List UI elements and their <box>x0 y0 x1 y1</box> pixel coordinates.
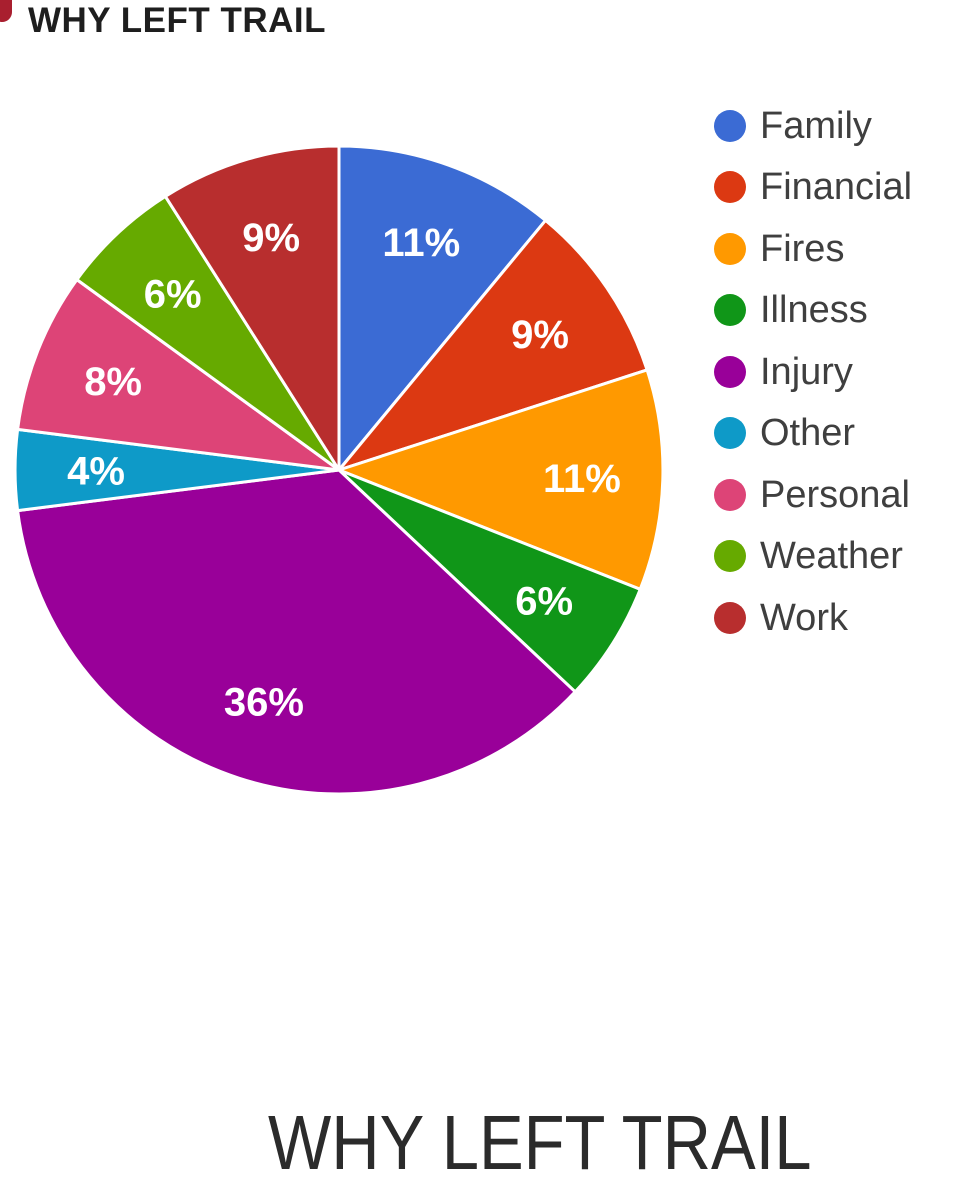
pie-slice-injury[interactable] <box>16 468 577 796</box>
legend-swatch-icon <box>714 294 746 327</box>
legend-label: Other <box>760 412 856 455</box>
legend-label: Injury <box>760 350 853 393</box>
pie-slice-fires[interactable] <box>337 368 665 591</box>
legend-label: Illness <box>760 289 868 332</box>
legend-item-fires: Fires <box>714 218 912 280</box>
pie-slice-label: 11% <box>382 221 460 265</box>
chart-legend: Family Financial Fires Illness Injury Other Pe… <box>714 95 912 649</box>
pie-slice-label: 8% <box>84 360 142 404</box>
legend-item-injury: Injury <box>714 341 912 403</box>
pie-slice-label: 11% <box>543 457 621 501</box>
page-title: WHY LEFT TRAIL <box>28 1 326 40</box>
logo-fragment-icon <box>0 0 12 22</box>
footer-title: WHY LEFT TRAIL <box>268 1100 812 1186</box>
legend-label: Family <box>760 104 872 147</box>
legend-item-other: Other <box>714 403 912 465</box>
legend-swatch-icon <box>714 601 746 634</box>
legend-swatch-icon <box>714 171 746 204</box>
legend-label: Fires <box>760 227 845 270</box>
legend-label: Personal <box>760 473 910 516</box>
legend-item-weather: Weather <box>714 526 912 588</box>
pie-slice-label: 6% <box>144 272 202 316</box>
legend-swatch-icon <box>714 109 746 142</box>
pie-slice-weather[interactable] <box>75 194 341 472</box>
pie-slice-label: 9% <box>242 216 300 260</box>
legend-item-family: Family <box>714 95 912 157</box>
pie-chart: 11%9%11%6%36%4%8%6%9% <box>13 144 665 796</box>
legend-swatch-icon <box>714 355 746 388</box>
pie-slice-label: 9% <box>511 313 569 357</box>
pie-slice-illness[interactable] <box>337 468 642 694</box>
legend-label: Weather <box>760 535 903 578</box>
legend-swatch-icon <box>714 540 746 573</box>
legend-item-financial: Financial <box>714 157 912 219</box>
legend-item-work: Work <box>714 587 912 649</box>
pie-slice-label: 6% <box>515 580 573 624</box>
pie-slice-work[interactable] <box>163 144 341 472</box>
legend-item-illness: Illness <box>714 280 912 342</box>
legend-label: Financial <box>760 166 913 209</box>
pie-slice-personal[interactable] <box>16 278 341 472</box>
pie-slice-family[interactable] <box>337 144 547 472</box>
legend-label: Work <box>760 596 848 639</box>
legend-swatch-icon <box>714 232 746 265</box>
legend-swatch-icon <box>714 417 746 450</box>
legend-item-personal: Personal <box>714 464 912 526</box>
pie-slice-label: 36% <box>224 681 304 725</box>
legend-swatch-icon <box>714 478 746 511</box>
pie-slice-label: 4% <box>67 449 125 493</box>
pie-slice-financial[interactable] <box>337 218 649 472</box>
